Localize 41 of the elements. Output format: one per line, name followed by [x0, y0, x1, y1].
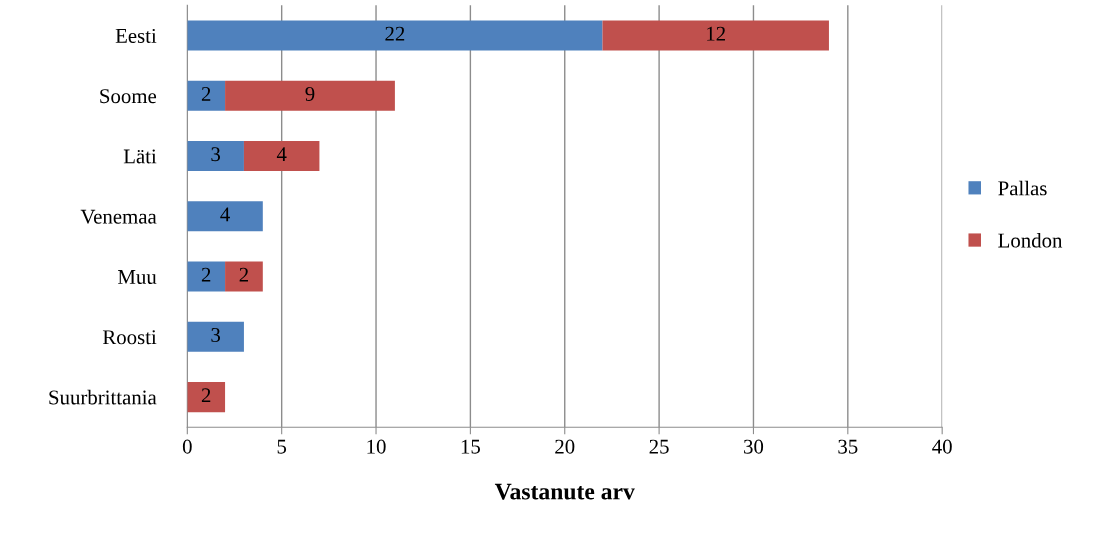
- bar: [187, 80, 226, 111]
- y-tick-label: Soome: [100, 89, 157, 104]
- x-tick-label: 10: [367, 439, 386, 454]
- x-tick-label: 0: [182, 439, 192, 454]
- data-label: 3: [211, 147, 221, 162]
- y-tick-label: Läti: [123, 149, 157, 164]
- bar: [187, 321, 244, 352]
- bar: [225, 80, 395, 111]
- bar: [225, 261, 263, 292]
- x-tick-label: 30: [744, 439, 764, 454]
- data-label: 2: [201, 267, 211, 282]
- data-label: 4: [220, 207, 230, 222]
- bar: [243, 140, 320, 172]
- x-axis-title: Vastanute arv: [494, 483, 635, 500]
- legend-label: London: [998, 232, 1063, 248]
- x-tick-label: 35: [838, 439, 858, 454]
- y-tick-label: Venemaa: [80, 209, 157, 224]
- y-tick-label: Suurbrittania: [49, 389, 157, 405]
- y-tick-label: Eesti: [115, 28, 157, 43]
- data-label: 9: [305, 86, 315, 101]
- data-label: 2: [239, 267, 248, 282]
- y-tick-label: Muu: [118, 270, 157, 284]
- bar: [187, 382, 226, 413]
- data-label: 22: [385, 26, 405, 41]
- data-label: 2: [201, 86, 211, 101]
- x-tick-label: 20: [555, 439, 575, 454]
- data-label: 4: [276, 147, 287, 162]
- bar: [187, 201, 263, 232]
- bar: [187, 140, 244, 172]
- legend-label: Pallas: [998, 180, 1047, 196]
- bar: [187, 261, 226, 292]
- data-label: 12: [707, 26, 725, 41]
- y-tick-label: Roosti: [102, 330, 157, 345]
- x-tick-label: 40: [932, 439, 952, 454]
- bar: [602, 20, 829, 51]
- x-tick-label: 5: [277, 439, 287, 454]
- data-label: 2: [201, 388, 211, 403]
- x-tick-label: 25: [649, 439, 669, 454]
- data-label: 3: [211, 328, 221, 343]
- bar: [187, 20, 603, 51]
- x-tick-label: 15: [461, 439, 480, 454]
